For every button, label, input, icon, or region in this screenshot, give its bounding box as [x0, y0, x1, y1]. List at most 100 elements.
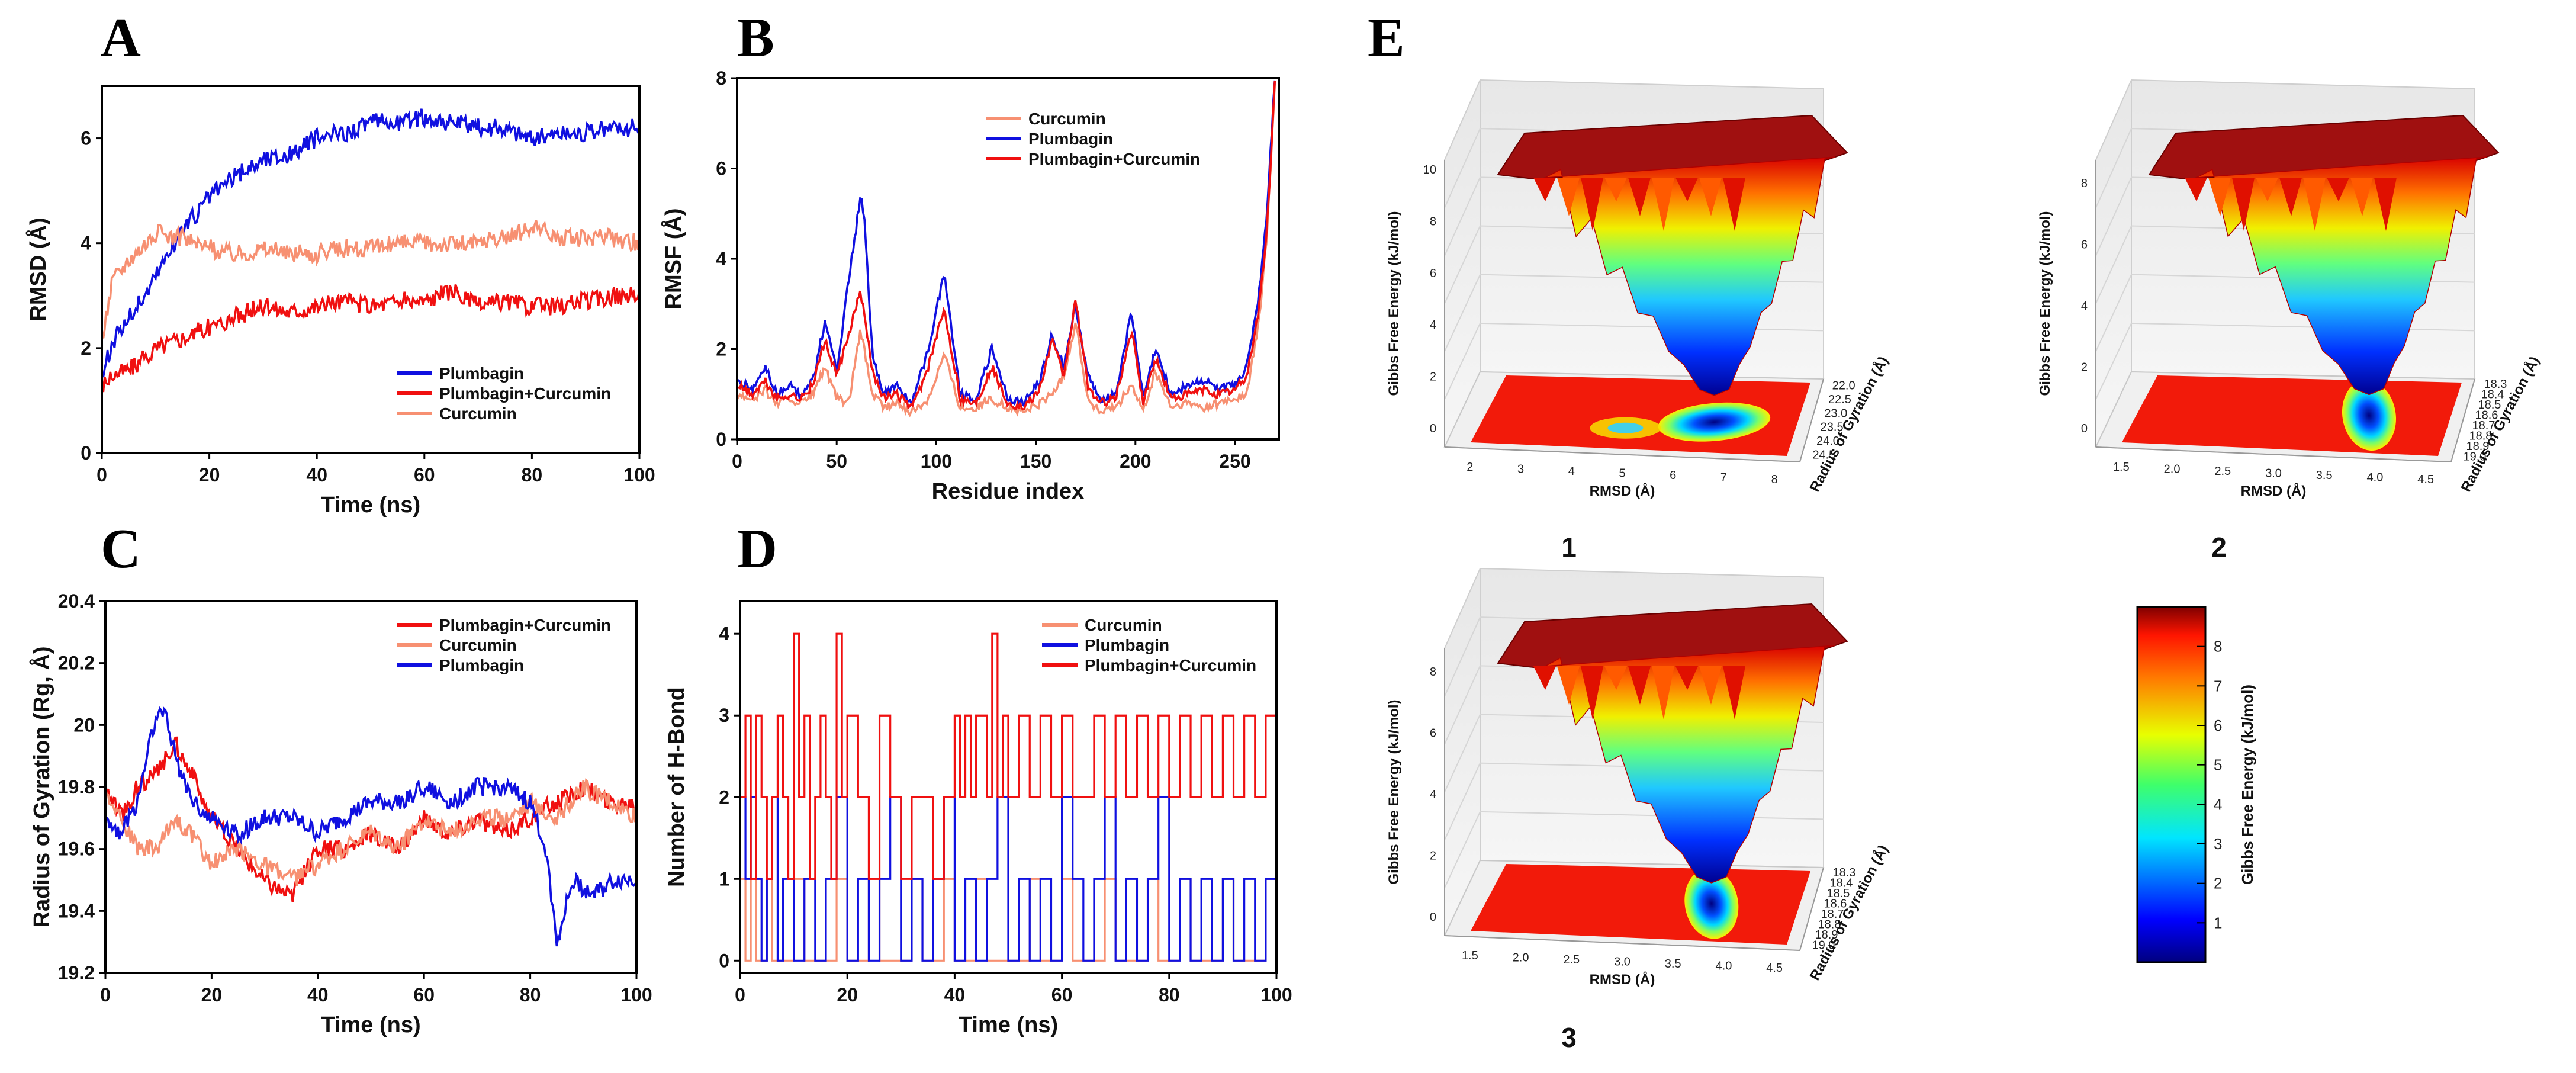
y-tick-label: 20.2	[58, 653, 95, 674]
y-tick-label: 19.6	[58, 839, 95, 860]
surface-spike	[2350, 178, 2373, 216]
y-tick-label: 1	[719, 868, 729, 889]
x-tick-label: 100	[1260, 984, 1292, 1005]
y-axis-line	[1799, 378, 1824, 462]
x-tick-label: 3.5	[2316, 469, 2333, 482]
legend-label: Plumbagin+Curcumin	[439, 384, 611, 403]
x-tick-label: 20	[199, 464, 220, 486]
x-tick-label: 250	[1219, 451, 1250, 472]
panel-label-c: C	[101, 518, 141, 580]
surface-label-3: 3	[1561, 1022, 1577, 1053]
surface-spike	[1604, 178, 1627, 201]
colorbar-tick-label: 6	[2214, 717, 2222, 734]
series-line-plumbagin	[737, 80, 1276, 409]
surface-spike	[2208, 178, 2231, 216]
y-tick-label: 20	[73, 714, 95, 735]
series-line-plumbagin	[102, 108, 639, 378]
y-axis-label: RMSF (Å)	[660, 208, 686, 310]
x-tick-label: 2.5	[2214, 465, 2231, 478]
series-line-curcumin	[737, 83, 1276, 417]
x-tick-label: 0	[735, 984, 745, 1005]
z-tick-label: 4	[1430, 788, 1436, 801]
y-tick-label: 6	[716, 158, 726, 179]
energy-funnel	[1545, 645, 1836, 884]
y-axis-line	[2450, 378, 2475, 462]
surface-spike	[1723, 178, 1745, 231]
surface-label-1: 1	[1561, 532, 1577, 563]
surface-spike	[1533, 178, 1556, 201]
surface-spike	[2185, 178, 2207, 201]
surface-spike	[2232, 178, 2255, 231]
x-tick-label: 0	[732, 451, 742, 472]
y-tick-label: 18.6	[1824, 897, 1847, 910]
surface-spike	[1581, 178, 1603, 231]
y-axis-label: Number of H-Bond	[664, 687, 689, 887]
x-tick-label: 3	[1517, 462, 1524, 476]
z-tick-label: 6	[1430, 727, 1436, 740]
x-tick-label: 150	[1020, 451, 1051, 472]
y-tick-label: 6	[81, 128, 91, 149]
y-tick-label: 18.3	[1833, 866, 1856, 879]
surface-spike	[1628, 666, 1651, 705]
y-tick-label: 8	[716, 68, 726, 89]
y-tick-label: 2	[719, 786, 729, 808]
x-tick-label: 4.0	[1716, 960, 1732, 973]
y-tick-label: 19.2	[58, 962, 95, 984]
z-axis-label: Gibbs Free Energy (kJ/mol)	[1386, 699, 1402, 884]
y-tick-label: 23.0	[1824, 407, 1847, 420]
colorbar-tick-label: 8	[2214, 638, 2222, 656]
surface-spike	[1699, 178, 1722, 216]
panel-label-e: E	[1368, 7, 1405, 69]
y-tick-label: 18.8	[2469, 429, 2493, 442]
legend-label: Plumbagin+Curcumin	[1085, 656, 1256, 674]
legend-label: Plumbagin	[439, 364, 524, 383]
x-tick-label: 4.5	[2417, 473, 2434, 486]
plot-frame	[104, 600, 638, 974]
surface-spike	[1652, 666, 1674, 719]
surface-spike	[2374, 178, 2397, 231]
x-axis-line	[1444, 935, 1800, 951]
y-tick-label: 18.3	[2484, 378, 2507, 391]
x-tick-label: 40	[306, 464, 327, 486]
x-tick-label: 20	[837, 984, 858, 1005]
surface-spike	[1533, 666, 1556, 690]
y-tick-label: 18.8	[1818, 918, 1841, 931]
series-line-plumbagin	[740, 796, 1276, 962]
legend-label: Plumbagin+Curcumin	[439, 616, 611, 634]
x-tick-label: 80	[1159, 984, 1180, 1005]
series-line-plumbagin-curcumin	[740, 632, 1276, 880]
y-tick-label: 22.0	[1832, 380, 1855, 393]
x-tick-label: 40	[944, 984, 966, 1005]
colorbar: 1 2 3 4 5 6 7 8 Gibbs Free Energy (kJ/mol)	[2136, 606, 2256, 963]
y-tick-label: 18.9	[2466, 440, 2490, 453]
x-tick-label: 50	[826, 451, 847, 472]
x-tick-label: 100	[921, 451, 952, 472]
surface-spike	[1604, 666, 1627, 690]
z-tick-label: 2	[2081, 361, 2088, 374]
y-tick-label: 19.0	[1812, 939, 1835, 952]
y-tick-label: 18.4	[1830, 876, 1853, 889]
surface-spike	[1675, 666, 1698, 690]
plot-frame	[739, 600, 1278, 974]
y-tick-label: 2	[81, 338, 91, 359]
colorbar-tick-label: 4	[2214, 795, 2222, 813]
x-tick-label: 40	[307, 984, 329, 1005]
colorbar-tick-label: 7	[2214, 677, 2222, 695]
rmsd-chart: 0 20 40 60 80 100 0 2 4 6 Time (ns) RMSD (Å) Plumbag…	[25, 85, 655, 518]
x-tick-label: 100	[620, 984, 652, 1005]
surface-spike	[2327, 178, 2349, 201]
x-tick-label: 100	[623, 464, 655, 486]
y-tick-label: 2	[716, 339, 726, 360]
surface-label-2: 2	[2211, 532, 2227, 563]
colorbar-tick-label: 3	[2214, 835, 2222, 853]
contour-minor-basin-core	[1607, 422, 1644, 433]
surface-spike	[1699, 666, 1722, 705]
y-tick-label: 0	[81, 442, 91, 464]
z-tick-label: 8	[1430, 215, 1436, 228]
panel-label-b: B	[737, 7, 774, 69]
contour-basin	[2342, 380, 2397, 451]
x-tick-label: 60	[414, 464, 435, 486]
legend-label: Curcumin	[439, 404, 517, 423]
x-axis-label: RMSD (Å)	[1590, 971, 1655, 988]
